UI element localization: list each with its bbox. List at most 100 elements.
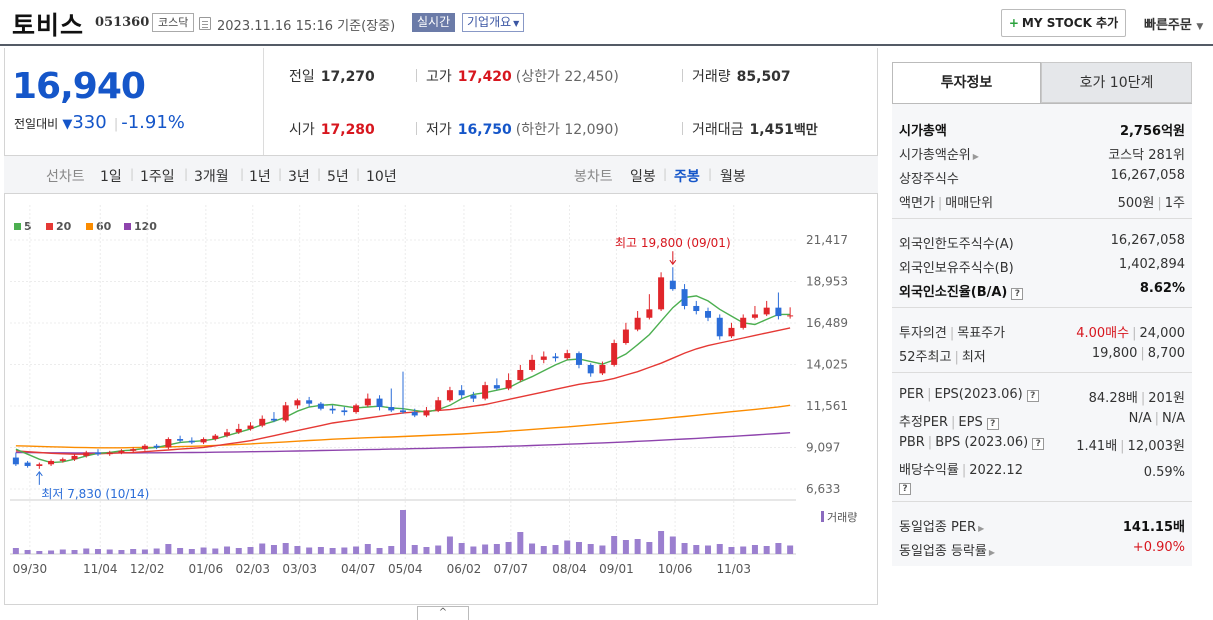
volume-bar — [400, 510, 406, 554]
volume-value: 85,507 — [736, 69, 791, 85]
price-change: 전일대비 ▼330 | -1.91% — [14, 112, 185, 133]
chart-frame — [4, 48, 878, 605]
volume-bar — [106, 549, 113, 554]
period-3m[interactable]: 3개월 — [194, 169, 229, 185]
volume-bar — [763, 546, 770, 554]
volume-legend-swatch — [821, 511, 824, 522]
period-1w[interactable]: 1주일 — [140, 169, 175, 185]
candle-body — [118, 450, 125, 453]
week52-high-label: 52주최고 — [899, 350, 952, 365]
candle-body — [306, 400, 313, 404]
help-icon[interactable]: ? — [1032, 438, 1045, 450]
y-tick-label: 16,489 — [806, 316, 848, 330]
quote-datetime: 2023.11.16 15:16 기준(장중) — [217, 19, 396, 34]
help-icon[interactable]: ? — [986, 418, 999, 430]
candle-body — [270, 418, 277, 421]
week52-low-label: 최저 — [961, 350, 986, 365]
foreign-hold-value: 1,402,894 — [1118, 257, 1185, 272]
prev-close: 전일 17,270 — [289, 66, 375, 86]
pbr-value: 1.41배 — [1076, 439, 1118, 454]
help-icon[interactable]: ? — [1011, 288, 1024, 300]
foreign-rate-label: 외국인소진율(B/A) — [899, 285, 1008, 300]
candle-body — [587, 364, 594, 374]
bps-label: BPS (2023.06) — [935, 435, 1029, 450]
candle-body — [681, 289, 688, 306]
tab-orderbook-10[interactable]: 호가 10단계 — [1041, 62, 1192, 103]
chevron-up-icon: ^ — [438, 607, 448, 618]
cap-rank-link[interactable]: 시가총액순위 ▶ — [899, 144, 979, 163]
x-tick-label: 07/07 — [494, 562, 529, 576]
period-weekly[interactable]: 주봉 — [674, 169, 700, 185]
x-tick-label: 09/30 — [13, 562, 48, 576]
volume-bar — [130, 549, 137, 554]
volume-bar — [376, 548, 383, 554]
period-1y[interactable]: 1년 — [249, 169, 271, 185]
candle-body — [552, 356, 559, 359]
chevron-right-icon: ▶ — [978, 524, 985, 533]
candle-body — [423, 410, 430, 416]
period-3y[interactable]: 3년 — [288, 169, 310, 185]
candle-body — [716, 317, 723, 337]
company-overview-dropdown[interactable]: 기업개요 ▼ — [462, 13, 525, 32]
volume-bar — [540, 546, 547, 554]
volume-bar — [411, 545, 418, 554]
x-tick-label: 01/06 — [189, 562, 224, 576]
candle-body — [693, 305, 700, 312]
help-icon[interactable]: ? — [1026, 390, 1039, 402]
low-value: 16,750 — [457, 122, 512, 138]
dividend-value: 0.59% — [1143, 465, 1185, 480]
legend-label-ma60: 60 — [96, 220, 112, 233]
candle-body — [224, 432, 231, 436]
opinion-value: 4.00매수 — [1076, 326, 1130, 341]
period-10y[interactable]: 10년 — [366, 169, 397, 185]
volume-bar — [259, 543, 266, 554]
volume-bar — [705, 545, 712, 554]
candle-body — [341, 410, 348, 413]
quick-order-button[interactable]: 빠른주문 ▼ — [1144, 14, 1203, 33]
volume-bar — [622, 540, 629, 554]
volume-bar — [716, 544, 723, 554]
volume-bar — [12, 548, 19, 554]
par-value: 500원 — [1117, 196, 1155, 211]
dividend-label: 배당수익률 — [899, 463, 959, 478]
candle-body — [153, 445, 160, 448]
industry-rate-link[interactable]: 동일업종 등락률 ▶ — [899, 540, 995, 559]
help-icon[interactable]: ? — [899, 483, 911, 495]
candle-body — [106, 452, 113, 455]
volume-bar — [224, 546, 231, 554]
est-eps-value: N/A — [1162, 411, 1185, 426]
industry-per-label: 동일업종 PER — [899, 520, 977, 535]
candle-body — [411, 412, 418, 416]
period-daily[interactable]: 일봉 — [630, 169, 656, 185]
volume-bar — [329, 548, 336, 554]
volume-bar — [36, 551, 43, 554]
add-mystock-button[interactable]: + MY STOCK 추가 — [1001, 9, 1126, 37]
volume-legend-label: 거래량 — [827, 511, 857, 524]
current-price: 16,940 — [12, 66, 146, 107]
market-cap-value: 2,756억원 — [1119, 124, 1185, 139]
realtime-button[interactable]: 실시간 — [412, 13, 456, 32]
candle-body — [622, 329, 629, 344]
candle-body — [329, 408, 336, 411]
industry-per-link[interactable]: 동일업종 PER ▶ — [899, 516, 984, 535]
tab-investment-info[interactable]: 투자정보 — [892, 62, 1041, 103]
collapse-chart-button[interactable]: ^ — [417, 606, 469, 620]
period-monthly[interactable]: 월봉 — [720, 169, 746, 185]
shares-label: 상장주식수 — [899, 172, 959, 187]
y-tick-label: 11,561 — [806, 399, 848, 413]
per-label: PER — [899, 387, 925, 402]
cap-rank-label: 시가총액순위 — [899, 148, 971, 163]
candle-body — [658, 277, 665, 310]
amount-label: 거래대금 — [692, 122, 744, 138]
price-panel: 16,940 전일대비 ▼330 | -1.91% — [4, 48, 264, 155]
pbr-label: PBR — [899, 435, 925, 450]
x-tick-label: 05/04 — [388, 562, 423, 576]
stock-candle-chart[interactable]: 5 20 60 120 21,417 18,953 16,489 14,025 11,561 9,… — [0, 195, 880, 605]
period-5y[interactable]: 5년 — [327, 169, 349, 185]
max-arrow-head — [669, 259, 677, 266]
foreign-limit-value: 16,267,058 — [1110, 233, 1185, 248]
period-1d[interactable]: 1일 — [100, 169, 122, 185]
volume-bar — [353, 546, 360, 554]
candle-body — [388, 407, 395, 411]
volume-bar — [212, 548, 219, 554]
